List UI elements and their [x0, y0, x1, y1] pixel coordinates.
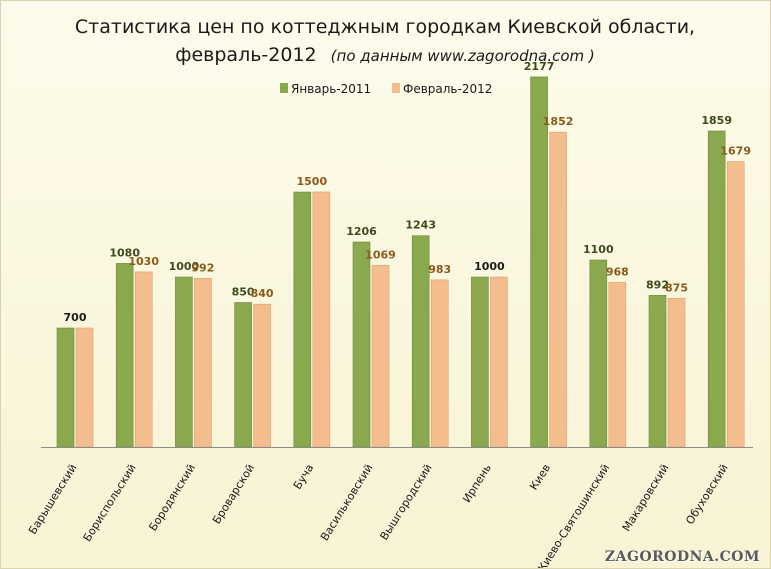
value-label-1-5: 1206	[346, 225, 377, 238]
bar-1-1	[115, 263, 134, 448]
value-label-2-3: 840	[251, 287, 274, 300]
value-label-2-6: 983	[428, 263, 451, 276]
bar-1-4	[293, 191, 312, 448]
value-label-2-1: 1030	[128, 255, 159, 268]
bar-1-6	[411, 235, 430, 448]
value-label-shared-4: 1500	[296, 175, 327, 188]
category-label-7: Ирпень	[460, 462, 494, 505]
subtitle-main: февраль-2012	[175, 44, 316, 66]
bar-1-2	[175, 276, 193, 448]
bar-1-0	[56, 327, 75, 448]
bar-2-3	[253, 303, 271, 448]
value-label-1-2: 1000	[169, 260, 200, 273]
chart-title: Статистика цен по коттеджным городкам Ки…	[75, 16, 695, 38]
category-label-6: Вышгородский	[378, 462, 435, 543]
bar-2-5	[371, 264, 390, 448]
value-label-1-3: 850	[232, 286, 255, 299]
category-label-2: Бородянский	[146, 462, 198, 534]
bar-2-2	[194, 278, 212, 448]
value-label-1-11: 1859	[701, 114, 732, 127]
legend-swatch-2	[392, 83, 400, 93]
value-label-shared-0: 700	[64, 311, 87, 324]
category-label-1: Бориспольский	[81, 462, 139, 544]
watermark-logo: ZAGORODNA.COM	[604, 549, 760, 565]
legend-label-1: Январь-2011	[291, 82, 371, 96]
bar-2-11	[726, 161, 745, 448]
value-label-2-2: 992	[191, 261, 214, 274]
category-label-5: Васильковский	[318, 462, 376, 543]
category-label-3: Броварской	[210, 462, 257, 527]
bar-2-7	[490, 276, 508, 448]
bar-2-10	[667, 297, 686, 448]
bar-1-7	[471, 276, 489, 448]
bar-1-5	[352, 241, 371, 448]
value-label-2-5: 1069	[365, 248, 396, 261]
category-label-4: Буча	[291, 462, 316, 492]
subtitle-note: (по данным www.zagorodna.com )	[331, 47, 595, 65]
bars-group	[56, 76, 745, 448]
bar-1-9	[589, 259, 608, 448]
legend-swatch-1	[280, 83, 288, 93]
value-label-2-8: 1852	[543, 115, 574, 128]
value-label-1-6: 1243	[405, 219, 436, 232]
bar-2-8	[549, 131, 567, 448]
value-label-1-1: 1080	[109, 246, 140, 259]
value-label-2-11: 1679	[720, 145, 751, 158]
value-label-1-10: 892	[646, 278, 669, 291]
bar-1-8	[530, 76, 548, 448]
bar-1-10	[648, 295, 667, 448]
category-label-10: Макаровский	[620, 462, 672, 534]
bar-2-9	[608, 282, 627, 448]
value-label-shared-7: 1000	[474, 260, 505, 273]
legend: Январь-2011 Февраль-2012	[280, 82, 492, 96]
category-label-8: Киев	[527, 462, 553, 493]
bar-2-0	[75, 327, 94, 448]
chart-subtitle: февраль-2012 (по данным www.zagorodna.co…	[175, 44, 595, 66]
bar-2-1	[134, 271, 153, 448]
value-label-2-10: 875	[665, 281, 688, 294]
legend-label-2: Февраль-2012	[403, 82, 492, 96]
bar-2-4	[312, 191, 331, 448]
category-label-0: Барышевский	[26, 462, 80, 537]
bar-1-11	[707, 130, 726, 448]
value-label-2-9: 968	[606, 265, 629, 278]
category-label-11: Обуховский	[683, 462, 730, 527]
bar-1-3	[234, 302, 252, 448]
value-label-1-9: 1100	[583, 243, 614, 256]
bar-2-6	[430, 279, 449, 448]
value-label-1-8: 2177	[524, 60, 555, 73]
